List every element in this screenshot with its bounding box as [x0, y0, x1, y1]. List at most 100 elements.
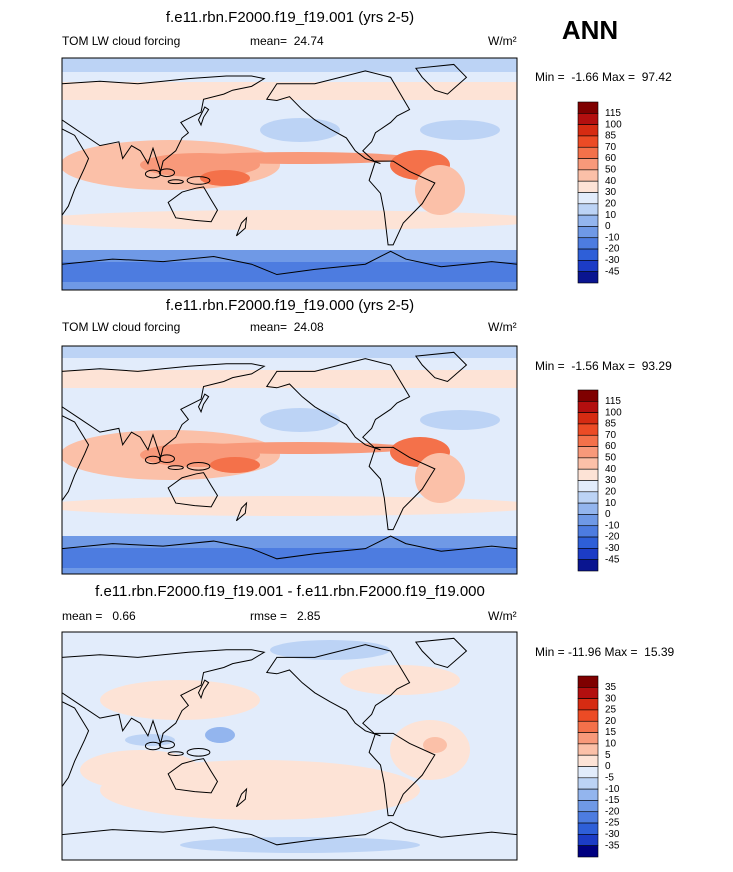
min-max-label: Min = -1.56 Max = 93.29	[535, 359, 672, 373]
colorbar-label: 70	[605, 142, 617, 153]
colorbar-box	[577, 412, 599, 425]
map-field	[62, 346, 517, 574]
colorbar-label: 25	[605, 705, 617, 716]
map-frame	[61, 631, 518, 861]
colorbar-box	[577, 389, 599, 402]
colorbar-box	[577, 226, 599, 239]
colorbar-box	[577, 457, 599, 470]
colorbar-box	[577, 811, 599, 824]
colorbar-box	[577, 720, 599, 733]
colorbar-label: 15	[605, 727, 617, 738]
colorbar-box	[577, 502, 599, 515]
map-field	[62, 58, 517, 290]
colorbar-label: -5	[605, 772, 614, 783]
colorbar-label: 30	[605, 187, 617, 198]
colorbar-box	[577, 788, 599, 801]
colorbar-box	[577, 709, 599, 722]
colorbar-label: 10	[605, 498, 617, 509]
mean-label: mean= 24.74	[250, 34, 324, 48]
colorbar-label: -20	[605, 532, 620, 543]
colorbar-box	[577, 766, 599, 779]
colorbar-box	[577, 822, 599, 835]
colorbar-label: -20	[605, 806, 620, 817]
units-label: W/m²	[488, 320, 517, 334]
map-field	[62, 632, 517, 860]
colorbar-box	[577, 214, 599, 227]
colorbar-box	[577, 845, 599, 858]
colorbar-label: -30	[605, 829, 620, 840]
units-label: W/m²	[488, 34, 517, 48]
colorbar-label: -10	[605, 232, 620, 243]
panel-title: f.e11.rbn.F2000.f19_f19.001 (yrs 2-5)	[166, 9, 414, 26]
min-max-label: Min = -11.96 Max = 15.39	[535, 645, 675, 659]
colorbar-label: -45	[605, 554, 620, 565]
colorbar-box	[577, 203, 599, 216]
panel-title: f.e11.rbn.F2000.f19_f19.000 (yrs 2-5)	[166, 297, 414, 314]
colorbar-box	[577, 271, 599, 284]
season-label: ANN	[562, 15, 618, 45]
colorbar-box	[577, 237, 599, 250]
colorbar-label: 50	[605, 453, 617, 464]
colorbar-box	[577, 491, 599, 504]
colorbar-label: -30	[605, 255, 620, 266]
colorbar-label: 0	[605, 761, 611, 772]
colorbar-label: -10	[605, 784, 620, 795]
colorbar-box	[577, 192, 599, 205]
colorbar-box	[577, 434, 599, 447]
colorbar-box	[577, 169, 599, 182]
colorbar-box	[577, 113, 599, 125]
colorbar-box	[577, 101, 599, 114]
colorbar-box	[577, 675, 599, 688]
colorbar-label: 10	[605, 739, 617, 750]
colorbar-label: 35	[605, 682, 617, 693]
colorbar-label: -45	[605, 266, 620, 277]
colorbar-label: -35	[605, 840, 620, 851]
min-max-label: Min = -1.66 Max = 97.42	[535, 70, 672, 84]
colorbar-label: 20	[605, 198, 617, 209]
colorbar-box	[577, 732, 599, 745]
colorbar-label: 60	[605, 153, 617, 164]
colorbar-label: -15	[605, 795, 620, 806]
colorbar-label: 40	[605, 464, 617, 475]
units-label: W/m²	[488, 609, 517, 623]
colorbar-label: 30	[605, 693, 617, 704]
colorbar-label: 115	[605, 396, 621, 407]
colorbar-label: 0	[605, 221, 611, 232]
colorbar-box	[577, 423, 599, 436]
colorbar-label: -10	[605, 520, 620, 531]
colorbar-box	[577, 158, 599, 171]
colorbar-box	[577, 536, 599, 549]
colorbar-label: 85	[605, 131, 617, 142]
colorbar-label: -25	[605, 818, 620, 829]
colorbar-label: 10	[605, 210, 617, 221]
colorbar-label: 50	[605, 165, 617, 176]
colorbar-label: 70	[605, 430, 617, 441]
colorbar-label: 30	[605, 475, 617, 486]
colorbar-box	[577, 248, 599, 261]
mean-label: mean = 0.66	[62, 609, 136, 623]
colorbar-label: 100	[605, 407, 622, 418]
colorbar-label: -30	[605, 543, 620, 554]
colorbar-box	[577, 834, 599, 846]
colorbar-box	[577, 146, 599, 159]
colorbar-label: 0	[605, 509, 611, 520]
colorbar-box	[577, 548, 599, 560]
colorbar-label: -20	[605, 244, 620, 255]
colorbar-box	[577, 480, 599, 493]
map-frame	[61, 345, 518, 575]
rmse-label: rmse = 2.85	[250, 609, 321, 623]
colorbar-box	[577, 446, 599, 459]
colorbar-box	[577, 559, 599, 572]
colorbar-box	[577, 260, 599, 272]
colorbar-box	[577, 401, 599, 413]
colorbar-box	[577, 698, 599, 711]
colorbar-label: 115	[605, 108, 621, 119]
field-label: TOM LW cloud forcing	[62, 320, 180, 334]
colorbar-box	[577, 135, 599, 148]
map-frame	[61, 57, 518, 291]
colorbar-label: 100	[605, 119, 622, 130]
panel-title: f.e11.rbn.F2000.f19_f19.001 - f.e11.rbn.…	[95, 583, 485, 600]
colorbar-label: 20	[605, 716, 617, 727]
colorbar-box	[577, 777, 599, 790]
